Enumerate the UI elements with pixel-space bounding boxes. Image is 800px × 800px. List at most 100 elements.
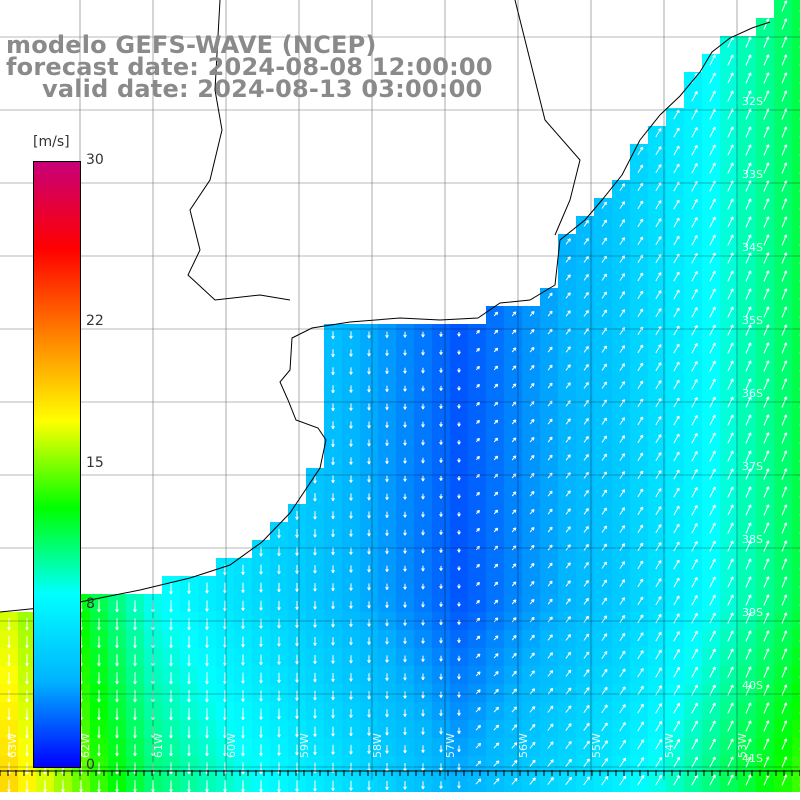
wind-vector [511,599,517,605]
wind-vector [637,236,644,246]
wind-vector [727,774,734,786]
wind-vector [331,547,335,556]
wind-vector [385,403,389,411]
wind-vector [673,217,680,228]
wind-vector [475,599,480,605]
wind-vector [331,331,335,340]
wind-vector [691,594,698,606]
wind-vector [61,780,65,793]
wind-vector [295,690,299,701]
wind-vector [745,666,752,678]
wind-vector [349,637,353,646]
country-border [514,0,581,236]
wind-vector [565,310,571,317]
wind-vector [637,614,644,624]
wind-vector [115,600,119,613]
sea-cell [792,252,800,270]
wind-vector [655,756,663,768]
wind-vector [421,601,425,608]
wind-vector [763,360,770,372]
wind-vector [439,547,443,553]
wind-vector [583,309,589,317]
wind-vector [619,668,626,678]
sea-cell [792,738,800,756]
wind-vector [655,506,662,516]
wind-vector [781,216,788,228]
wind-vector [169,762,173,775]
wind-vector [115,654,119,667]
sea-cell [792,90,800,108]
wind-vector [205,600,209,612]
wind-vector [637,632,644,642]
wind-vector [349,349,353,357]
wind-vector [493,581,499,587]
wind-vector [457,386,461,391]
wind-vector [637,596,644,606]
wind-vector [565,651,572,659]
wind-vector [727,198,734,210]
wind-vector [619,507,626,515]
wind-vector [133,618,137,631]
wind-vector [421,475,425,482]
wind-vector [727,756,734,768]
wind-vector [583,453,589,461]
sea-cell [792,720,800,738]
wind-vector [691,378,698,390]
wind-vector [583,579,589,587]
wind-vector [457,781,461,789]
wind-vector [295,601,299,610]
wind-vector [97,654,101,667]
wind-vector [421,583,425,590]
wind-vector [367,655,371,664]
wind-vector [241,708,245,721]
wind-vector [97,762,101,775]
wind-vector [421,781,425,790]
wind-vector [547,705,554,713]
wind-vector [457,655,461,662]
wind-vector [745,198,752,210]
wind-vector [439,745,443,753]
wind-vector [691,144,698,156]
wind-vector [331,655,335,664]
wind-vector [619,739,626,750]
wind-vector [241,762,245,775]
wind-vector [313,655,317,665]
wind-vector [313,780,317,792]
sea-cell [792,18,800,36]
wind-vector [385,565,389,573]
wind-vector [241,726,245,739]
wind-vector [673,397,680,408]
wind-vector [565,562,571,569]
wind-vector [403,565,407,572]
wind-vector [367,511,371,519]
wind-vector [727,522,734,534]
wind-vector [457,458,461,463]
wind-vector [601,775,609,786]
wind-vector [673,487,680,498]
wind-vector [637,452,644,462]
wind-vector [745,306,752,318]
wind-vector [565,292,571,299]
wind-vector [601,633,608,641]
wind-vector [709,720,716,732]
wind-vector [565,490,571,497]
wind-vector [385,655,389,663]
wind-vector [727,630,734,642]
wind-vector [547,634,553,641]
wind-vector [511,634,517,641]
wind-vector [619,561,626,569]
wind-vector [331,673,335,682]
wind-vector [259,762,263,775]
wind-vector [745,432,752,444]
wind-vector [619,543,626,551]
wind-vector [457,637,461,644]
wind-vector [547,382,553,389]
wind-vector [583,237,589,245]
wind-vector [637,164,644,174]
wind-vector [367,565,371,573]
wind-vector [601,615,608,623]
wind-vector [763,90,770,102]
wind-vector [637,578,644,588]
wind-vector [619,345,626,353]
sea-cell [792,522,800,540]
